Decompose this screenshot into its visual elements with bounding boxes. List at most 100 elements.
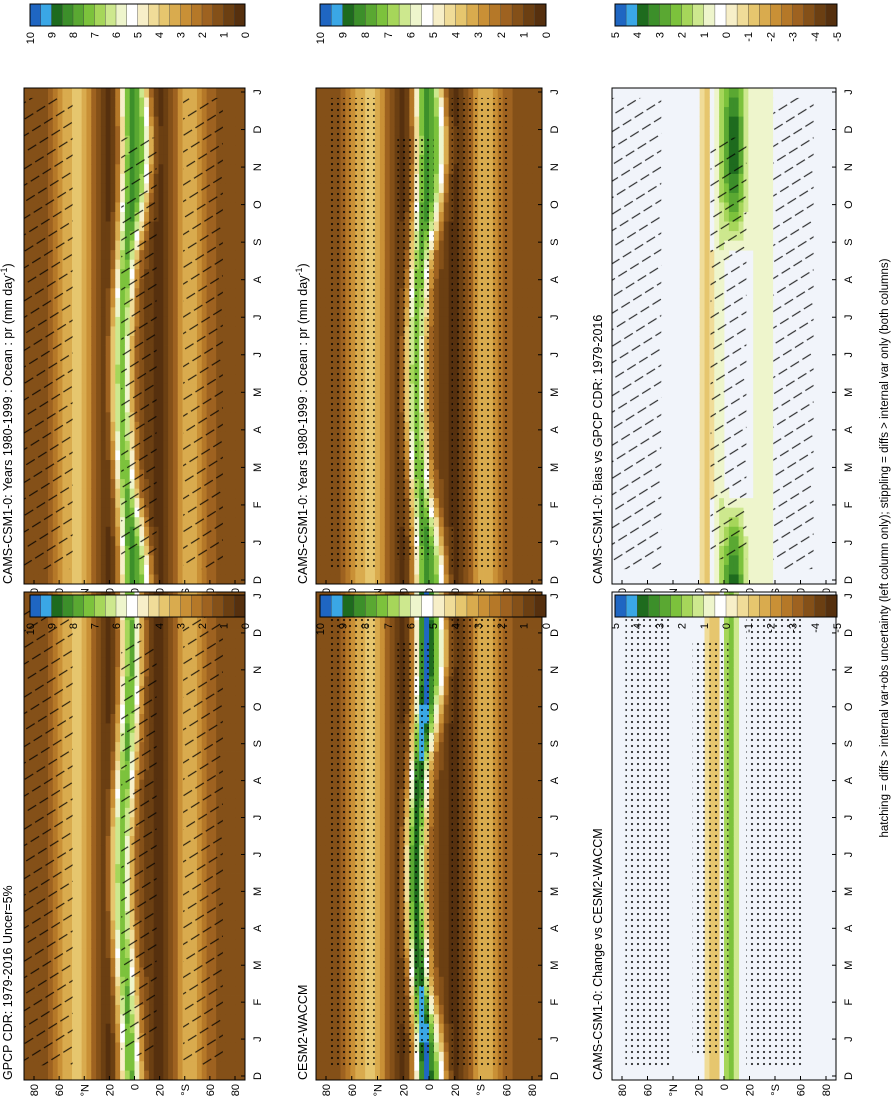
- heatmap-cell: [177, 355, 183, 366]
- heatmap-cell: [33, 574, 39, 585]
- heatmap-cell: [100, 297, 107, 308]
- panel-1: 8060°N20020°S6080DJFMAMJJASONDJCAMS-CSM1…: [294, 3, 561, 600]
- heatmap-cell: [325, 374, 332, 385]
- heatmap-cell: [325, 250, 332, 261]
- heatmap-cell: [230, 288, 236, 299]
- heatmap-cell: [220, 269, 227, 280]
- heatmap-cell: [220, 126, 227, 137]
- heatmap-cell: [91, 574, 97, 585]
- heatmap-cell: [448, 555, 454, 566]
- heatmap-cell: [532, 278, 538, 289]
- heatmap-cell: [240, 374, 246, 385]
- heatmap-cell: [158, 383, 164, 394]
- heatmap-cell: [438, 545, 445, 556]
- heatmap-cell: [527, 440, 533, 451]
- heatmap-cell: [316, 421, 322, 432]
- heatmap-cell: [105, 460, 111, 470]
- heatmap-cell: [96, 498, 102, 509]
- heatmap-cell: [110, 116, 116, 127]
- heatmap-cell: [172, 355, 179, 366]
- heatmap-cell: [163, 421, 169, 432]
- heatmap-cell: [325, 498, 332, 509]
- heatmap-cell: [139, 574, 145, 585]
- heatmap-cell: [67, 564, 73, 575]
- heatmap-cell: [507, 164, 513, 175]
- heatmap-cell: [424, 564, 430, 575]
- heatmap-cell: [517, 326, 523, 337]
- heatmap-cell: [96, 231, 102, 242]
- colorbar-swatch: [158, 3, 171, 27]
- heatmap-cell: [230, 221, 236, 232]
- heatmap-cell: [374, 469, 381, 480]
- heatmap-cell: [81, 316, 87, 327]
- heatmap-cell: [86, 450, 92, 461]
- heatmap-cell: [81, 145, 87, 156]
- heatmap-cell: [177, 545, 183, 556]
- heatmap-cell: [433, 212, 440, 222]
- heatmap-cell: [316, 297, 322, 308]
- heatmap-cell: [522, 574, 528, 585]
- heatmap-cell: [374, 97, 381, 108]
- heatmap-cell: [115, 221, 121, 232]
- heatmap-cell: [320, 507, 327, 518]
- heatmap-cell: [522, 145, 528, 156]
- colorbar-swatch: [455, 3, 468, 27]
- heatmap-cell: [158, 278, 164, 289]
- heatmap-cell: [379, 545, 386, 556]
- heatmap-cell: [158, 288, 164, 299]
- colorbar-swatch: [478, 3, 491, 27]
- heatmap-cell: [517, 517, 523, 528]
- heatmap-cell: [81, 440, 87, 451]
- heatmap-cell: [110, 402, 116, 413]
- heatmap-cell: [384, 364, 391, 375]
- heatmap-cell: [532, 336, 538, 346]
- heatmap-cell: [394, 259, 400, 270]
- heatmap-cell: [38, 88, 44, 98]
- heatmap-cell: [220, 364, 227, 375]
- heatmap-cell: [429, 574, 435, 585]
- heatmap-cell: [129, 116, 135, 127]
- heatmap-cell: [105, 278, 111, 289]
- heatmap-cell: [379, 307, 386, 318]
- heatmap-cell: [537, 431, 543, 442]
- heatmap-cell: [148, 126, 155, 137]
- heatmap-cell: [100, 564, 107, 575]
- month-tick-label: N: [252, 163, 264, 171]
- heatmap-cell: [522, 431, 528, 442]
- heatmap-cell: [325, 412, 332, 423]
- heatmap-cell: [225, 173, 231, 184]
- heatmap-cell: [76, 536, 83, 547]
- heatmap-cell: [91, 126, 97, 137]
- heatmap-cell: [448, 393, 454, 404]
- heatmap-cell: [86, 240, 92, 251]
- heatmap-cell: [163, 564, 169, 575]
- heatmap-cell: [325, 202, 332, 213]
- heatmap-cell: [76, 326, 83, 337]
- heatmap-cell: [433, 164, 440, 175]
- heatmap-cell: [384, 297, 391, 308]
- heatmap-cell: [433, 393, 440, 404]
- heatmap-cell: [72, 288, 78, 299]
- heatmap-cell: [110, 421, 116, 432]
- heatmap-cell: [512, 545, 518, 556]
- heatmap-cell: [438, 173, 445, 184]
- heatmap-cell: [177, 479, 183, 490]
- heatmap-cell: [158, 97, 164, 108]
- heatmap-cell: [225, 479, 231, 490]
- heatmap-cell: [320, 336, 327, 346]
- heatmap-cell: [389, 154, 396, 165]
- heatmap-cell: [320, 393, 327, 404]
- colorbar-frame: [319, 3, 547, 27]
- heatmap-cell: [230, 326, 236, 337]
- heatmap-cell: [532, 231, 538, 242]
- heatmap-cell: [507, 145, 513, 156]
- heatmap-cell: [374, 116, 381, 127]
- heatmap-cell: [177, 431, 183, 442]
- heatmap-cell: [512, 288, 518, 299]
- heatmap-cell: [240, 145, 246, 156]
- heatmap-cell: [110, 507, 116, 518]
- heatmap-cell: [522, 364, 528, 375]
- heatmap-cell: [512, 269, 518, 280]
- heatmap-cell: [438, 450, 445, 461]
- heatmap-cell: [414, 88, 420, 98]
